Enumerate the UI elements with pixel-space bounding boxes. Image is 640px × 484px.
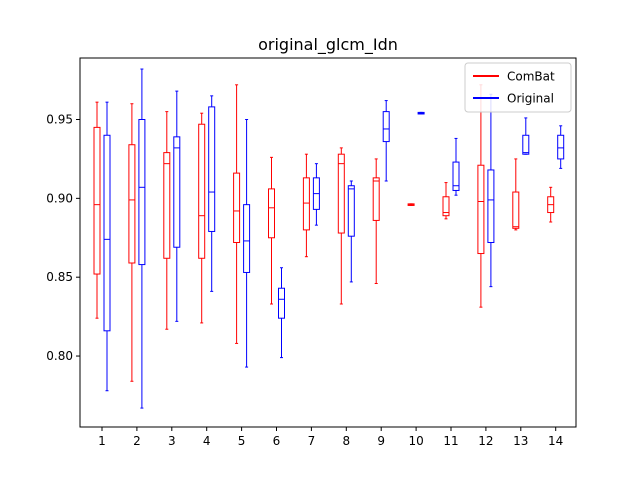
box xyxy=(382,111,390,143)
box xyxy=(128,144,136,264)
x-tick-label: 1 xyxy=(98,434,106,448)
box xyxy=(372,177,380,221)
box xyxy=(93,126,101,275)
box xyxy=(138,119,146,266)
box xyxy=(442,196,450,217)
plot-marks: 1 2 3 4 5 6 7 8 9 10 11 12 13 140.800.850.900.95 xyxy=(46,68,565,448)
series-combat xyxy=(93,84,555,382)
box xyxy=(512,191,520,229)
x-tick-label: 6 xyxy=(273,434,281,448)
box xyxy=(173,136,181,248)
x-tick-label: 14 xyxy=(548,434,563,448)
y-tick-label: 0.80 xyxy=(46,349,73,363)
legend-label: ComBat xyxy=(507,70,555,84)
x-tick-label: 8 xyxy=(342,434,350,448)
x-tick-label: 7 xyxy=(308,434,316,448)
series-original xyxy=(103,68,565,409)
box xyxy=(477,164,485,255)
x-tick-label: 12 xyxy=(478,434,493,448)
x-tick-label: 11 xyxy=(443,434,458,448)
box xyxy=(522,134,530,155)
box xyxy=(208,106,216,232)
y-tick-label: 0.90 xyxy=(46,191,73,205)
plot-frame xyxy=(79,57,577,428)
box xyxy=(243,204,251,273)
x-tick-label: 9 xyxy=(377,434,385,448)
legend-label: Original xyxy=(507,92,554,106)
box xyxy=(337,153,345,234)
box xyxy=(163,152,171,259)
x-tick-label: 13 xyxy=(513,434,528,448)
box xyxy=(278,287,285,319)
y-tick-label: 0.85 xyxy=(46,270,73,284)
box xyxy=(103,134,111,332)
x-tick-label: 10 xyxy=(408,434,423,448)
box xyxy=(487,169,495,243)
box xyxy=(347,185,355,237)
box xyxy=(198,123,206,259)
legend: ComBat Original xyxy=(464,62,572,113)
box xyxy=(452,161,460,191)
box xyxy=(557,134,565,160)
x-tick-label: 3 xyxy=(168,434,176,448)
box xyxy=(302,177,310,231)
box xyxy=(233,172,241,243)
x-tick-label: 5 xyxy=(238,434,246,448)
box xyxy=(268,188,275,239)
y-tick-label: 0.95 xyxy=(46,113,73,127)
chart-title: original_glcm_Idn xyxy=(258,35,398,55)
x-tick-label: 4 xyxy=(203,434,211,448)
x-tick-label: 2 xyxy=(133,434,141,448)
